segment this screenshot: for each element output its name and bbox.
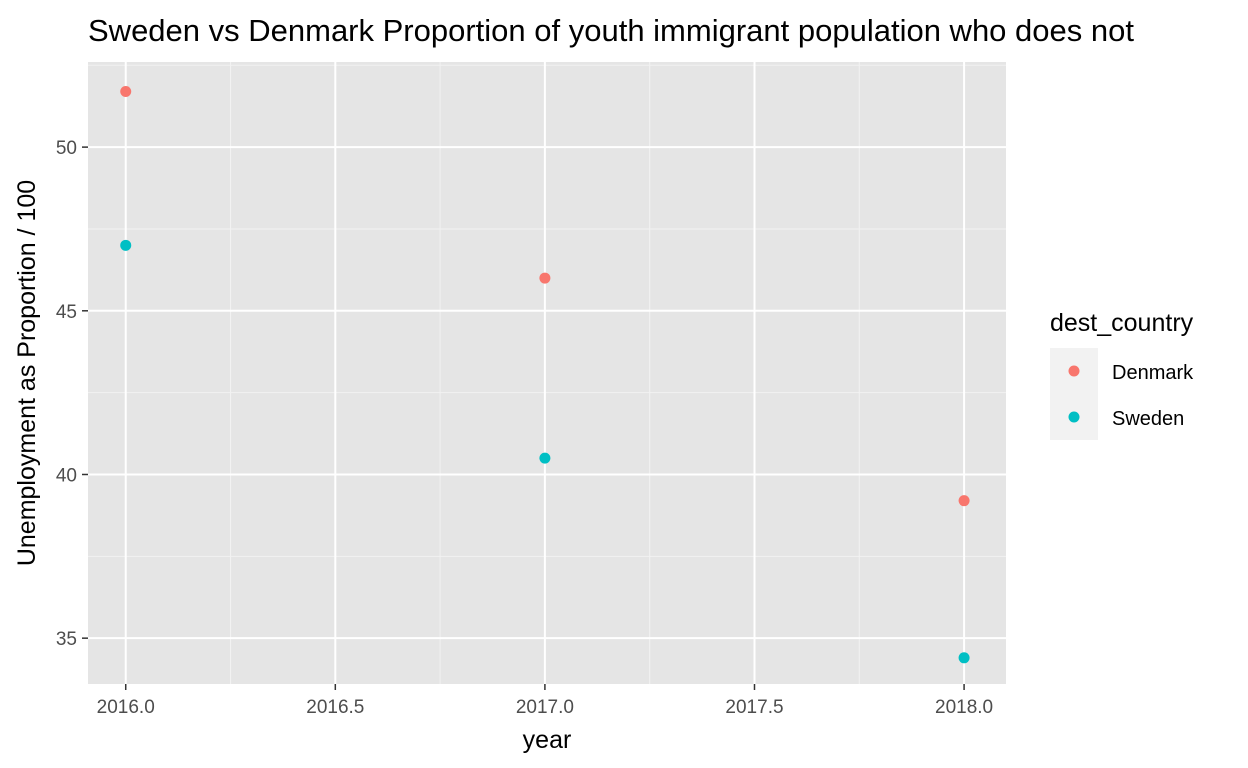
point-sweden (539, 452, 551, 464)
y-tick-label: 50 (56, 138, 77, 159)
y-tick-label: 40 (56, 465, 77, 486)
major-gridlines (88, 62, 1006, 684)
legend-key-denmark (1068, 365, 1080, 377)
legend-label-denmark: Denmark (1112, 362, 1194, 384)
point-denmark (120, 85, 132, 97)
point-sweden (958, 652, 970, 664)
y-tick-label: 35 (56, 629, 77, 650)
x-tick-label: 2016.0 (97, 697, 155, 718)
legend-label-sweden: Sweden (1112, 408, 1184, 430)
minor-gridlines (88, 62, 1006, 684)
y-axis-title: Unemployment as Proportion / 100 (13, 180, 41, 566)
legend-key-background (1050, 348, 1098, 440)
y-tick-label: 45 (56, 302, 77, 323)
x-tick-label: 2017.0 (516, 697, 574, 718)
y-axis: 35 40 45 50 (56, 138, 88, 650)
point-denmark (539, 272, 551, 284)
legend-title: dest_country (1050, 309, 1194, 337)
legend: dest_country Denmark Sweden (1050, 309, 1194, 440)
chart-title: Sweden vs Denmark Proportion of youth im… (88, 13, 1134, 48)
data-points (120, 85, 970, 664)
x-tick-label: 2018.0 (935, 697, 993, 718)
plot-panel (88, 62, 1006, 684)
x-axis-title: year (523, 726, 572, 754)
x-axis: 2016.0 2016.5 2017.0 2017.5 2018.0 (97, 684, 993, 718)
point-denmark (958, 495, 970, 507)
point-sweden (120, 239, 132, 251)
x-tick-label: 2017.5 (725, 697, 783, 718)
legend-key-sweden (1068, 411, 1080, 423)
x-tick-label: 2016.5 (306, 697, 364, 718)
